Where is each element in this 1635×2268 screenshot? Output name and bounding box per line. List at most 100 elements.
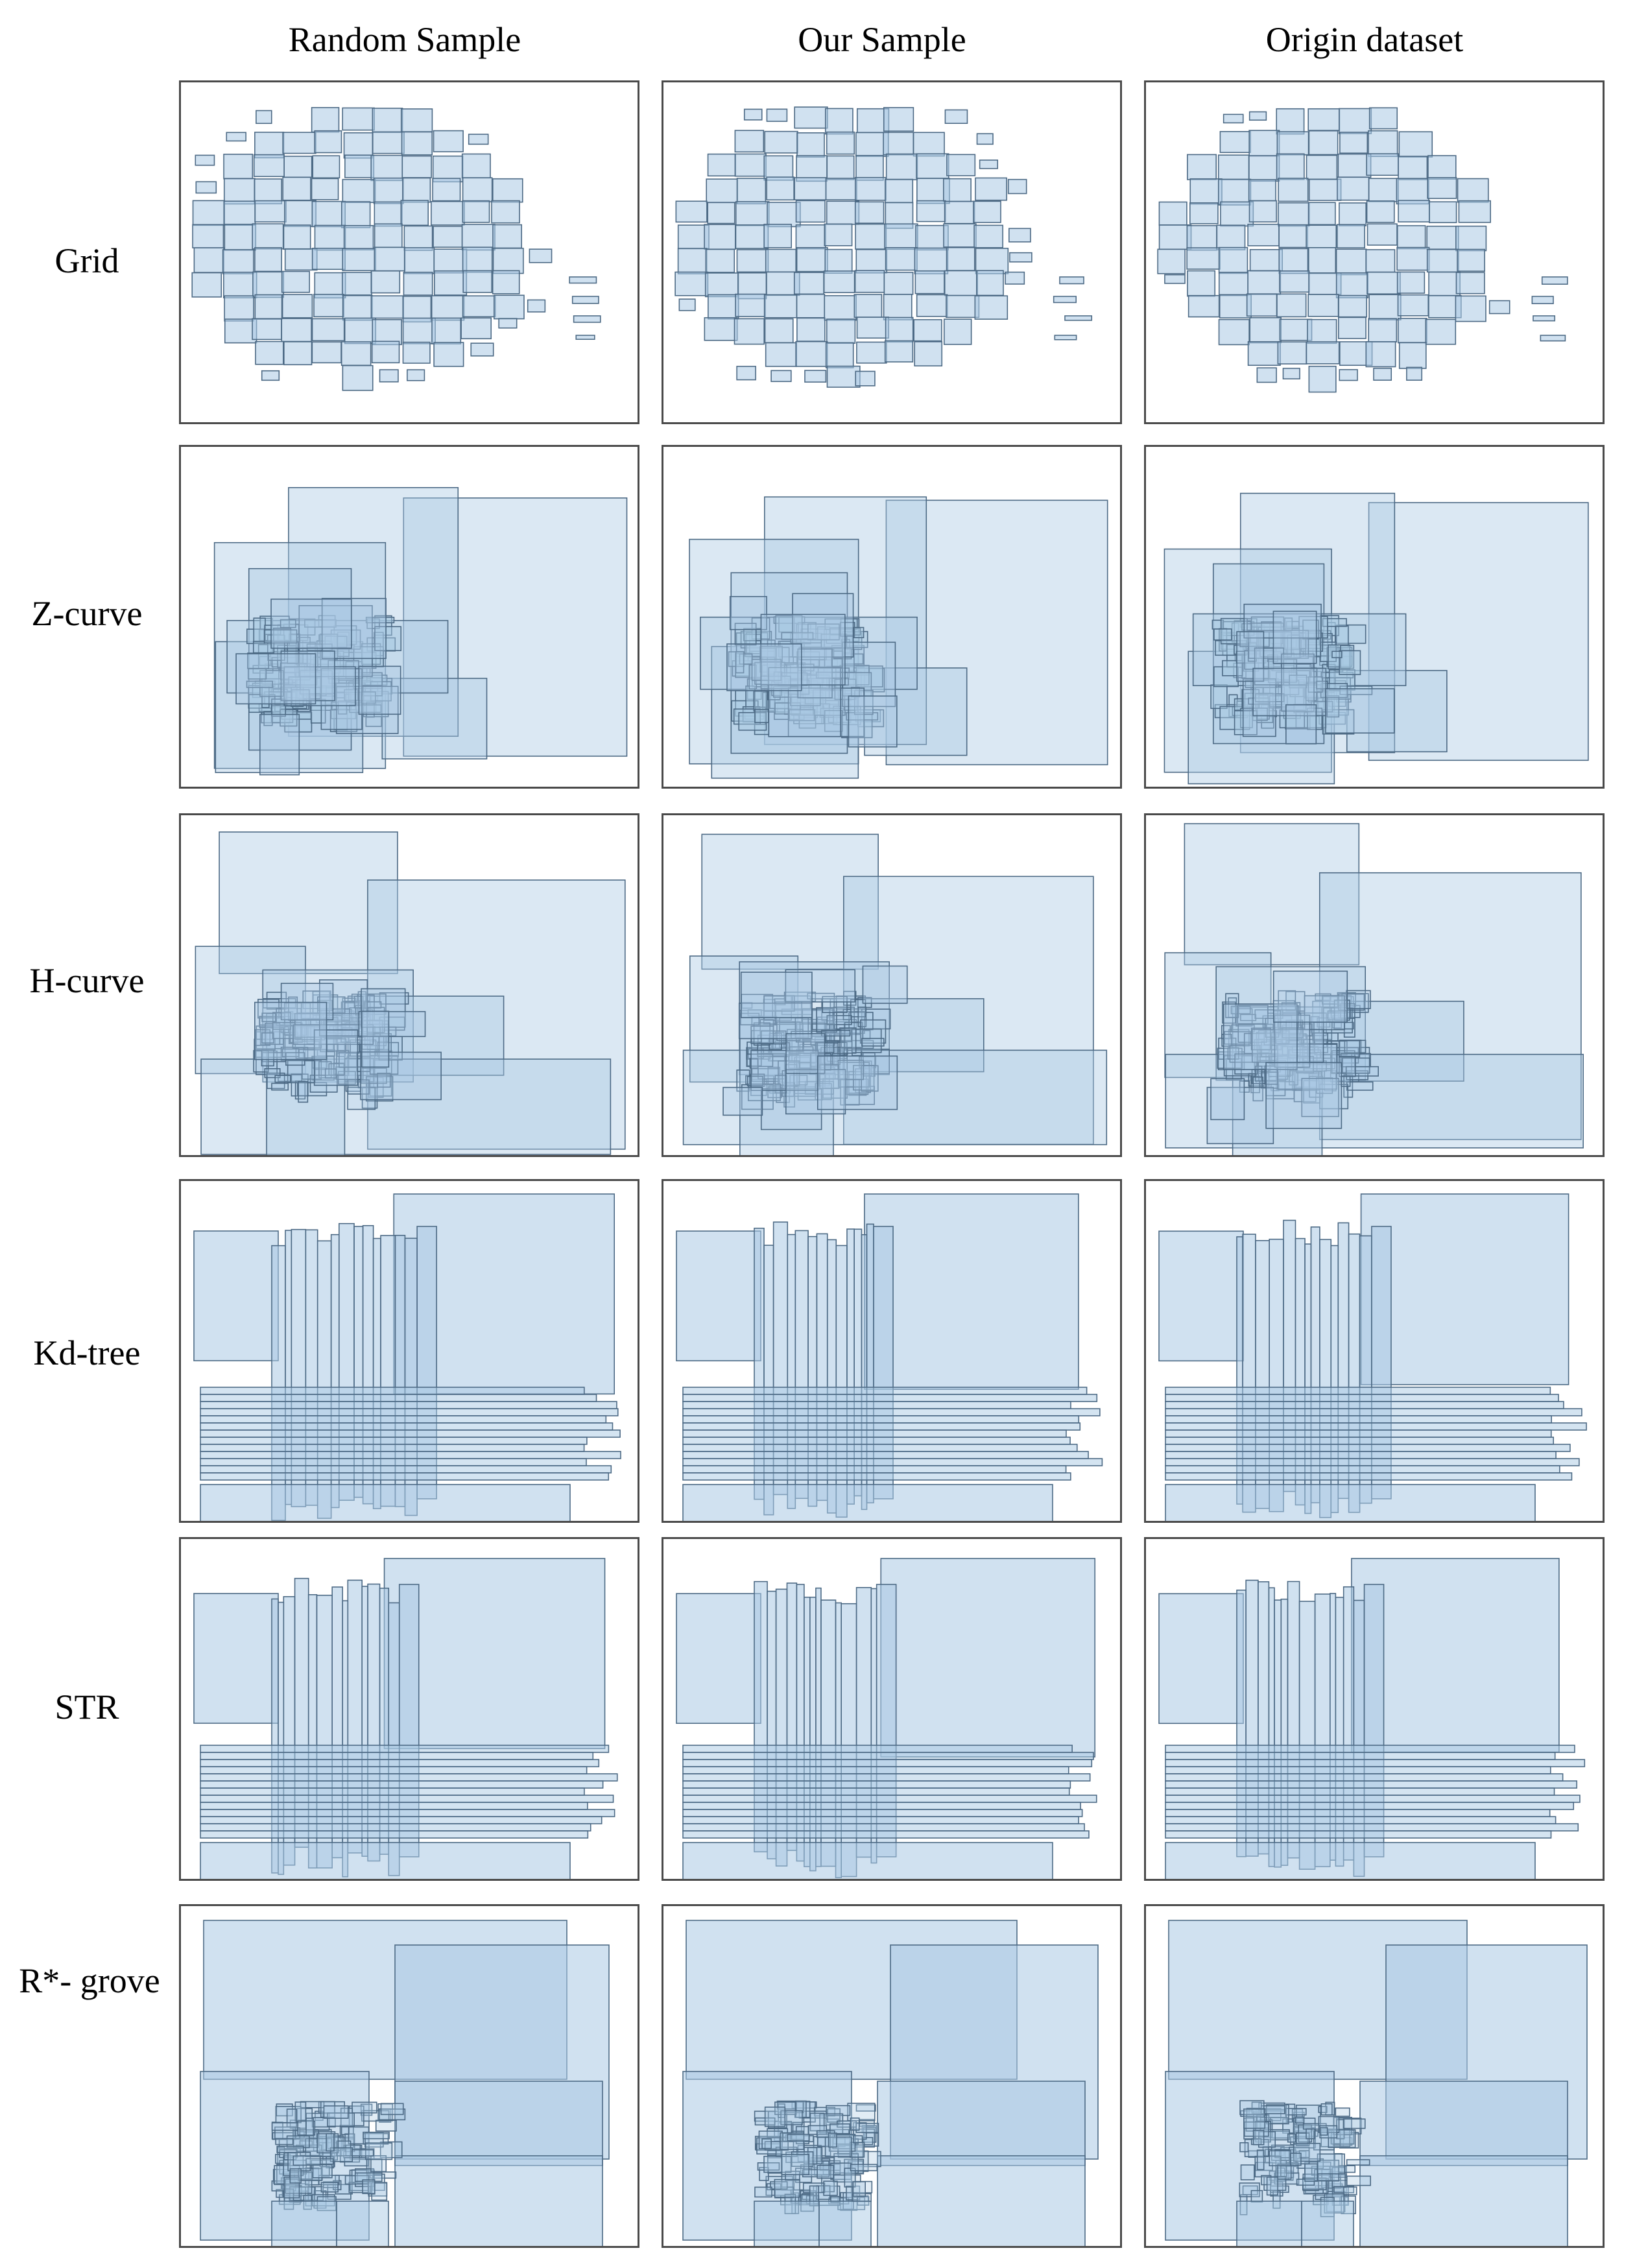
partition-rect xyxy=(682,1484,1053,1521)
partition-rect xyxy=(826,2105,851,2116)
grid-cell xyxy=(372,108,403,133)
partition-rect xyxy=(1254,1066,1263,1082)
grid-cell xyxy=(707,153,736,177)
grid-cell xyxy=(281,318,312,342)
row-label-grid: Grid xyxy=(54,241,119,280)
partition-rect xyxy=(792,593,854,658)
partition-rect xyxy=(701,833,879,970)
grid-cell xyxy=(311,341,342,364)
grid-cell xyxy=(571,296,599,304)
partition-rect xyxy=(817,1042,835,1053)
partition-rect xyxy=(1295,711,1327,728)
partition-rect xyxy=(371,2182,388,2201)
grid-cell xyxy=(374,246,406,272)
partition-rect xyxy=(773,671,783,684)
partition-rect xyxy=(394,2155,603,2246)
grid-cell xyxy=(372,131,405,154)
partition-rect xyxy=(1285,621,1300,629)
partition-rect xyxy=(736,1069,750,1092)
grid-cell xyxy=(255,340,284,365)
grid-cell xyxy=(374,201,403,227)
partition-diagram xyxy=(1164,823,1584,1155)
partition-rect xyxy=(778,616,795,633)
partition-rect xyxy=(682,1444,1078,1452)
partition-rect xyxy=(1234,1053,1258,1075)
grid-cell xyxy=(407,369,425,381)
partition-diagram xyxy=(682,1920,1099,2246)
partition-rect xyxy=(748,664,758,690)
grid-cell xyxy=(1307,294,1339,317)
grid-cell xyxy=(1256,367,1277,383)
grid-cell xyxy=(763,155,794,181)
grid-cell xyxy=(342,248,376,272)
grid-cell xyxy=(946,154,976,176)
partition-rect xyxy=(1274,1014,1311,1068)
partition-rect xyxy=(1346,670,1448,752)
partition-rect xyxy=(817,1055,898,1110)
partition-rect xyxy=(200,1745,610,1753)
grid-cell xyxy=(1005,271,1025,285)
partition-rect xyxy=(1236,2201,1302,2246)
partition-rect xyxy=(770,2181,788,2190)
partition-rect xyxy=(345,661,363,679)
partition-rect xyxy=(774,2101,797,2116)
partition-rect xyxy=(1331,651,1343,658)
grid-cell xyxy=(342,178,376,203)
grid-cell xyxy=(823,270,855,293)
grid-cell xyxy=(1366,200,1395,223)
grid-cell xyxy=(736,366,756,381)
partition-rect xyxy=(380,2103,404,2116)
partition-rect xyxy=(200,1787,585,1796)
grid-cell xyxy=(735,224,769,249)
partition-rect xyxy=(358,1010,426,1038)
partition-rect xyxy=(261,1032,274,1044)
partition-rect xyxy=(775,615,803,640)
partition-rect xyxy=(1245,680,1277,688)
grid-cell xyxy=(976,133,994,145)
grid-cell xyxy=(492,248,524,274)
grid-cell xyxy=(224,224,257,251)
partition-rect xyxy=(316,2133,339,2154)
grid-cell xyxy=(883,132,914,156)
partition-rect xyxy=(344,689,359,701)
grid-cell xyxy=(1488,300,1510,315)
grid-cell xyxy=(975,177,1007,201)
grid-cell xyxy=(1187,154,1217,180)
partition-rect xyxy=(1319,872,1582,1140)
grid-cell xyxy=(498,318,518,329)
partition-rect xyxy=(828,703,852,723)
partition-rect xyxy=(738,1002,813,1040)
partition-rect xyxy=(292,2127,301,2140)
grid-cell xyxy=(254,132,285,159)
panel-zcurve-random xyxy=(179,445,639,789)
partition-rect xyxy=(1210,1078,1245,1121)
grid-cell xyxy=(795,224,826,250)
partition-rect xyxy=(263,711,273,726)
partition-rect xyxy=(795,2100,807,2118)
grid-cell xyxy=(282,132,316,154)
partition-rect xyxy=(1307,1043,1338,1064)
partition-rect xyxy=(823,2180,838,2196)
grid-cell xyxy=(708,294,739,320)
partition-diagram xyxy=(1158,1193,1587,1521)
partition-rect xyxy=(1165,1408,1582,1416)
grid-cell xyxy=(311,107,340,133)
partition-rect xyxy=(270,598,352,649)
panel-zcurve-our xyxy=(662,445,1122,789)
partition-rect xyxy=(1165,1802,1575,1810)
grid-cell xyxy=(370,295,404,319)
partition-rect xyxy=(760,1088,822,1130)
grid-cell xyxy=(946,294,980,318)
partition-rect xyxy=(797,648,833,698)
grid-cell xyxy=(433,226,463,248)
partition-rect xyxy=(1250,2190,1263,2203)
partition-rect xyxy=(200,1752,594,1760)
grid-cell xyxy=(825,178,857,200)
grid-cell xyxy=(222,249,254,274)
partition-rect xyxy=(1317,2153,1345,2175)
grid-cell xyxy=(195,181,217,194)
grid-cell xyxy=(569,276,597,284)
grid-cell xyxy=(973,224,1003,248)
grid-cell xyxy=(885,247,918,271)
grid-cell xyxy=(1398,131,1433,158)
